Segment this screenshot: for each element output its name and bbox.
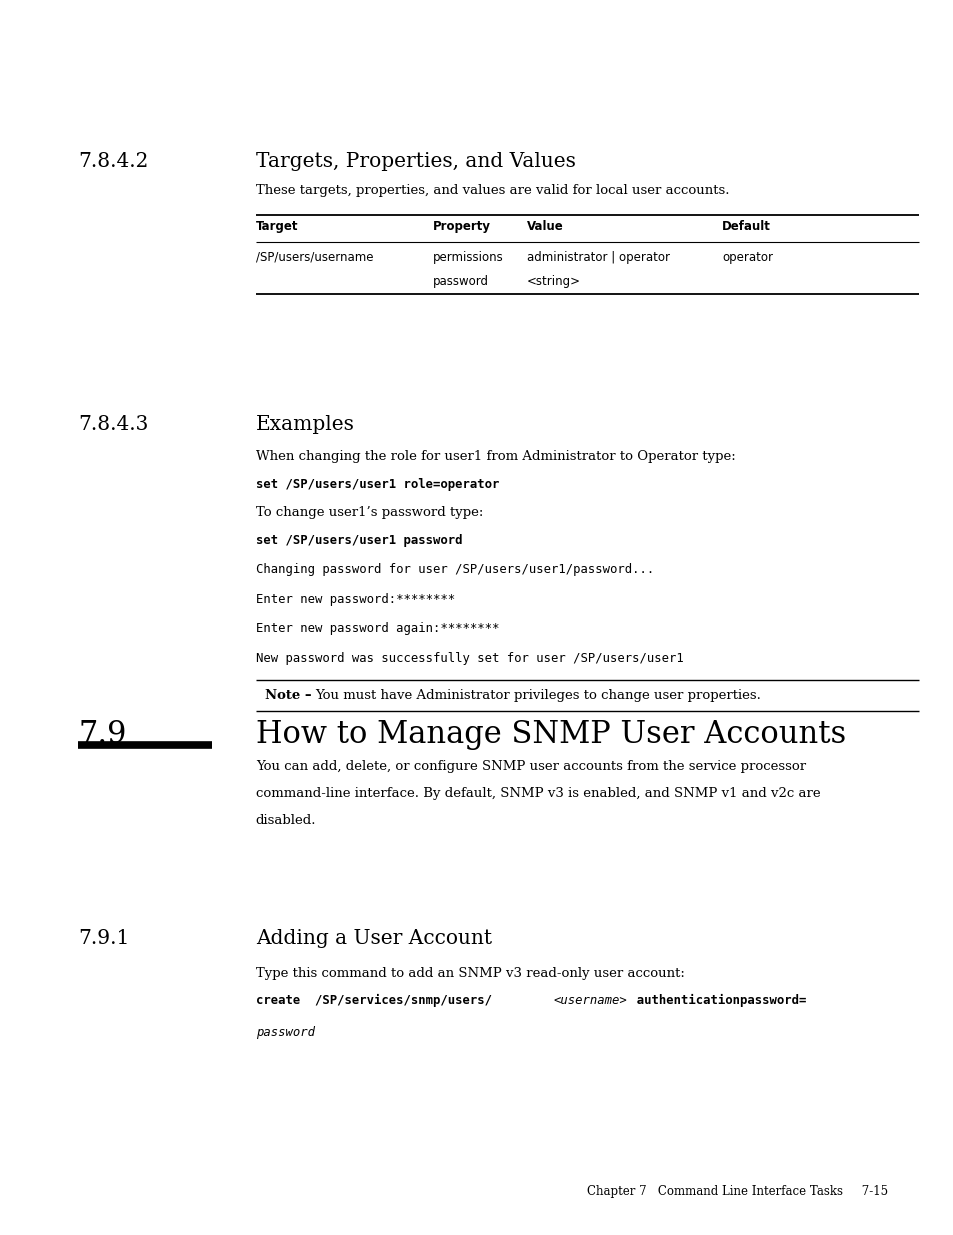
- Text: /SP/users/username: /SP/users/username: [255, 251, 373, 264]
- Text: password: password: [255, 1026, 314, 1040]
- Text: administrator | operator: administrator | operator: [526, 251, 669, 264]
- Text: permissions: permissions: [433, 251, 503, 264]
- Text: password: password: [433, 275, 489, 289]
- Text: How to Manage SNMP User Accounts: How to Manage SNMP User Accounts: [255, 719, 845, 750]
- Text: disabled.: disabled.: [255, 814, 315, 827]
- Text: You must have Administrator privileges to change user properties.: You must have Administrator privileges t…: [314, 689, 760, 701]
- Text: 7.8.4.3: 7.8.4.3: [78, 415, 149, 433]
- Text: New password was successfully set for user /SP/users/user1: New password was successfully set for us…: [255, 652, 682, 666]
- Text: Value: Value: [526, 220, 563, 233]
- Text: <username>: <username>: [553, 994, 626, 1008]
- Text: set /SP/users/user1 role=operator: set /SP/users/user1 role=operator: [255, 478, 498, 492]
- Text: Note –: Note –: [265, 689, 316, 701]
- Text: authenticationpassword=: authenticationpassword=: [621, 994, 805, 1008]
- Text: Enter new password again:********: Enter new password again:********: [255, 622, 498, 636]
- Text: When changing the role for user1 from Administrator to Operator type:: When changing the role for user1 from Ad…: [255, 450, 735, 463]
- Text: These targets, properties, and values are valid for local user accounts.: These targets, properties, and values ar…: [255, 184, 728, 198]
- Text: You can add, delete, or configure SNMP user accounts from the service processor: You can add, delete, or configure SNMP u…: [255, 760, 805, 773]
- Text: 7.9.1: 7.9.1: [78, 929, 130, 947]
- Text: Changing password for user /SP/users/user1/password...: Changing password for user /SP/users/use…: [255, 563, 653, 577]
- Text: To change user1’s password type:: To change user1’s password type:: [255, 506, 482, 520]
- Text: Property: Property: [433, 220, 491, 233]
- Text: Target: Target: [255, 220, 298, 233]
- Text: create  /SP/services/snmp/users/: create /SP/services/snmp/users/: [255, 994, 491, 1008]
- Text: Adding a User Account: Adding a User Account: [255, 929, 492, 947]
- Text: Targets, Properties, and Values: Targets, Properties, and Values: [255, 152, 575, 170]
- Text: 7.8.4.2: 7.8.4.2: [78, 152, 149, 170]
- Text: Enter new password:********: Enter new password:********: [255, 593, 455, 606]
- Text: Default: Default: [721, 220, 770, 233]
- Text: <string>: <string>: [526, 275, 580, 289]
- Text: command-line interface. By default, SNMP v3 is enabled, and SNMP v1 and v2c are: command-line interface. By default, SNMP…: [255, 787, 820, 800]
- Text: Type this command to add an SNMP v3 read-only user account:: Type this command to add an SNMP v3 read…: [255, 967, 684, 981]
- Text: Examples: Examples: [255, 415, 355, 433]
- Text: Chapter 7   Command Line Interface Tasks     7-15: Chapter 7 Command Line Interface Tasks 7…: [586, 1184, 887, 1198]
- Text: set /SP/users/user1 password: set /SP/users/user1 password: [255, 534, 461, 547]
- Text: 7.9: 7.9: [78, 719, 127, 750]
- Text: operator: operator: [721, 251, 772, 264]
